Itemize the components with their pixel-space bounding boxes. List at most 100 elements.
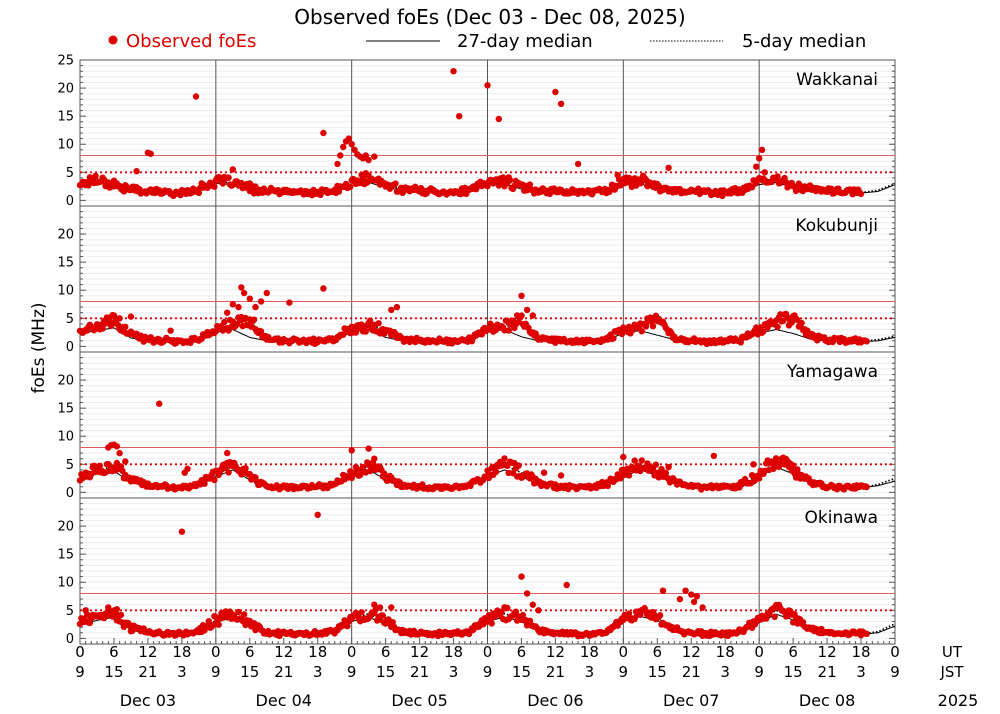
year-label: 2025 [938,691,979,710]
observed-point [320,285,327,292]
observed-point [116,449,123,457]
y-tick-label: 5 [66,458,74,473]
observed-point [750,461,757,468]
y-tick-label: 5 [66,604,74,619]
observed-point [225,174,232,181]
observed-point [235,303,242,311]
observed-point [365,445,372,452]
observed-point [348,141,355,148]
y-tick-label: 10 [57,138,74,153]
ut-tick-label: 18 [716,643,735,661]
y-tick-label: 20 [57,520,74,535]
observed-point [771,613,778,620]
y-tick-label: 10 [57,576,74,591]
observed-point [221,318,228,326]
observed-point [133,168,140,175]
observed-point [540,469,548,476]
observed-point [535,607,542,614]
ut-tick-label: 12 [682,643,701,661]
observed-point [620,175,627,183]
day-label: Dec 08 [799,691,855,710]
jst-tick-label: 15 [512,663,531,681]
observed-point [337,152,344,159]
observed-point [110,312,118,319]
y-tick-label: 5 [66,312,74,327]
observed-point [127,313,135,320]
y-tick-label: 15 [57,548,74,563]
observed-point [649,323,657,330]
jst-tick-label: 9 [347,663,357,681]
day-label: Dec 03 [120,691,176,710]
observed-point [518,292,525,299]
jst-tick-label: 3 [177,663,187,681]
legend-observed-label: Observed foEs [126,31,256,52]
observed-point [638,328,645,335]
jst-tick-label: 21 [682,663,701,681]
observed-point [246,295,253,302]
observed-point [518,573,525,580]
panels: 0 5 10 15 20 25 Wakkanai 0 5 10 15 20 Kokubunji 0 5 10 1… [57,54,896,647]
chart-title: Observed foEs (Dec 03 - Dec 08, 2025) [294,5,685,29]
observed-point [117,611,125,619]
observed-point [737,339,744,346]
observed-point [96,462,104,469]
observed-point [761,169,768,176]
observed-point [334,160,341,168]
observed-point [863,483,870,491]
x-axis: 0 6 12 18 0 6 12 18 0 6 12 18 0 6 12 18 0 6 12 18 0 6 12 18 0 9 15… [75,638,978,710]
observed-point [614,171,621,179]
observed-point [257,328,265,335]
observed-point [484,82,491,89]
observed-point [693,593,701,600]
observed-point [688,591,695,598]
observed-point [286,299,293,306]
observed-point [218,609,225,617]
observed-point [105,604,112,611]
ut-tick-label: 18 [172,643,191,661]
observed-point [250,316,258,323]
observed-point [209,622,217,629]
ut-tick-label: 18 [444,643,463,661]
observed-point [366,317,374,324]
observed-point [798,319,805,327]
observed-point [638,457,645,464]
observed-point [229,301,236,308]
station-label: Kokubunji [795,216,878,236]
ut-tick-label: 0 [211,643,221,661]
observed-point [195,189,203,197]
observed-point [229,166,236,173]
observed-point [110,177,118,184]
jst-tick-label: 9 [211,663,221,681]
observed-point [863,630,870,637]
ut-tick-label: 12 [138,643,157,661]
observed-point [375,320,382,327]
observed-point [113,443,121,450]
observed-point [113,606,121,613]
observed-point [699,604,706,611]
observed-point [789,462,797,469]
y-tick-label: 0 [66,340,74,355]
observed-point [610,335,617,342]
observed-point [620,453,627,461]
y-tick-label: 0 [66,194,74,209]
ut-tick-label: 12 [274,643,293,661]
observed-point [863,338,870,345]
observed-point [518,312,525,319]
observed-point [345,135,352,142]
observed-point [201,480,208,487]
observed-points [76,284,870,348]
observed-point [215,621,222,628]
y-axis-label: foEs (MHz) [29,302,49,393]
observed-point [224,449,231,457]
ut-tick-label: 0 [619,643,629,661]
jst-tick-label: 3 [449,663,459,681]
observed-point [763,615,770,622]
observed-point [212,177,219,184]
observed-point [519,611,527,619]
observed-point [224,309,231,316]
ut-tick-label: 6 [517,643,527,661]
jst-tick-label: 3 [313,663,323,681]
observed-point [506,177,514,184]
observed-point [676,595,684,603]
observed-point [240,611,248,618]
